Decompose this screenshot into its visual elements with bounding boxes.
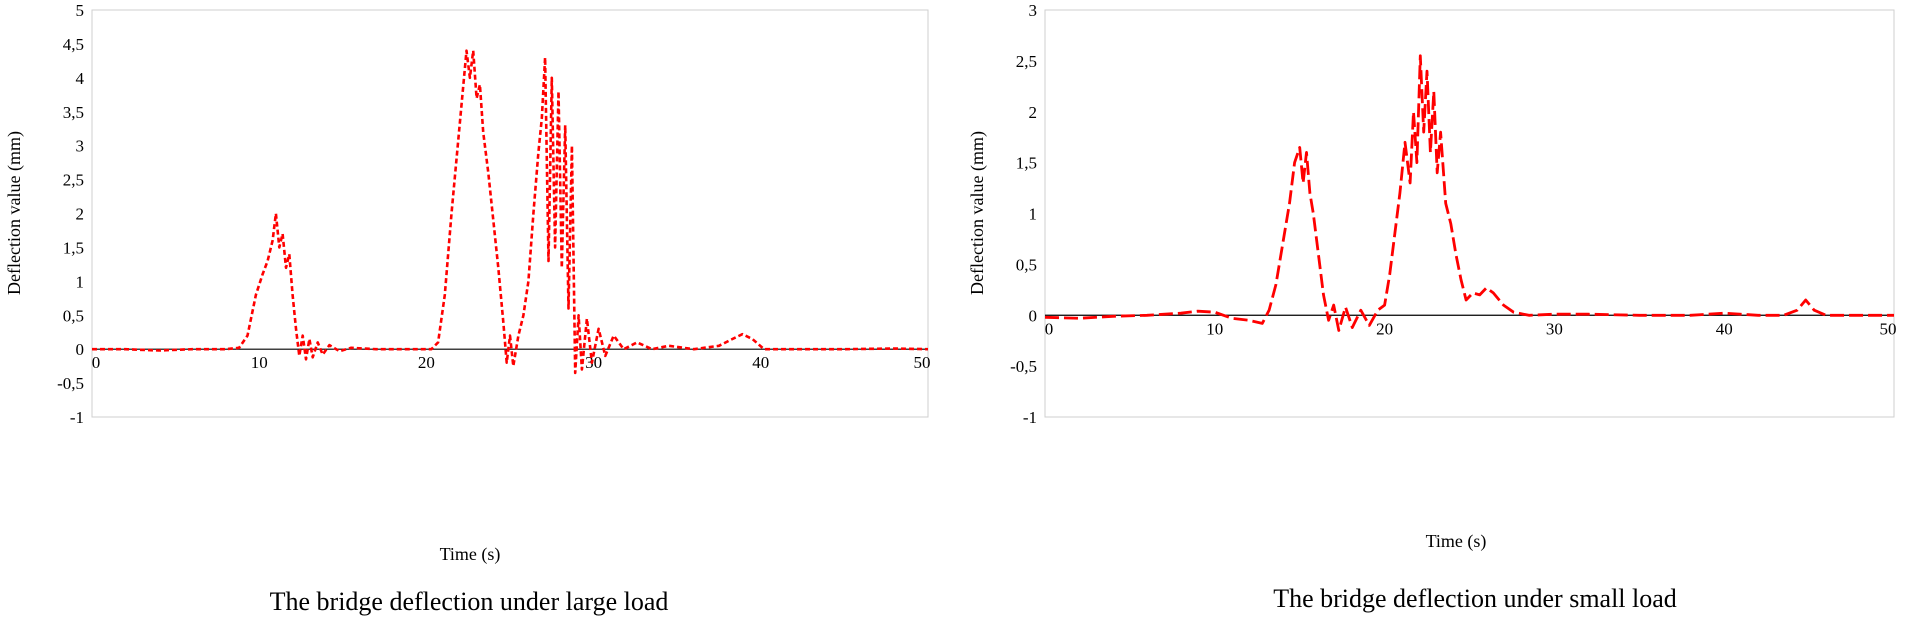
y-tick-label: 1,5 <box>1016 154 1037 173</box>
x-tick-label: 0 <box>1045 319 1054 338</box>
plot-area-frame <box>1044 9 1895 418</box>
y-tick-label: 1 <box>76 272 85 291</box>
y-tick-label: -1 <box>1023 408 1037 427</box>
x-tick-label: 40 <box>752 353 769 372</box>
y-tick-label: 3 <box>1029 1 1038 20</box>
y-tick-label: 3,5 <box>63 103 84 122</box>
x-tick-labels: 0 10 20 30 40 50 <box>92 353 931 372</box>
y-tick-label: -1 <box>70 408 84 427</box>
y-axis-title: Deflection value (mm) <box>967 131 988 295</box>
y-tick-label: 5 <box>76 1 85 20</box>
x-tick-label: 10 <box>1206 319 1223 338</box>
x-tick-label: 20 <box>418 353 435 372</box>
y-tick-label: 0 <box>76 340 85 359</box>
y-axis-title: Deflection value (mm) <box>4 131 25 295</box>
x-axis-title: Time (s) <box>1426 531 1487 552</box>
y-tick-label: 4 <box>76 69 85 88</box>
y-tick-labels: -1 -0,5 0 0,5 1 1,5 2 2,5 3 <box>1010 1 1037 427</box>
chart-large-load: -1-0,500,511,522,533,544,55 0 10 20 30 40 50 … <box>4 1 931 616</box>
y-tick-label: 1 <box>1029 205 1038 224</box>
y-tick-label: 0,5 <box>63 306 84 325</box>
y-tick-labels: -1 -0,5 0 0,5 1 1,5 2 2,5 3 3,5 4 4,5 5 <box>57 1 84 427</box>
y-tick-label: 3 <box>76 137 85 156</box>
x-tick-label: 30 <box>585 353 602 372</box>
y-tick-label: 4,5 <box>63 35 84 54</box>
x-tick-label: 50 <box>1880 319 1897 338</box>
y-tick-label: 0 <box>1029 306 1038 325</box>
series-line-large-load <box>92 49 929 375</box>
y-tick-label: -0,5 <box>1010 357 1037 376</box>
series-line-small-load <box>1044 54 1894 332</box>
chart-caption: The bridge deflection under large load <box>270 587 669 616</box>
chart-small-load: -1 -0,5 0 0,5 1 1,5 2 2,5 3 0 10 20 30 40 50 Deflecti… <box>967 1 1897 613</box>
y-tick-label: 2,5 <box>1016 52 1037 71</box>
y-tick-label: 0,5 <box>1016 255 1037 274</box>
x-tick-label: 40 <box>1716 319 1733 338</box>
x-tick-label: 50 <box>914 353 931 372</box>
chart-caption: The bridge deflection under small load <box>1273 584 1677 613</box>
y-tick-label: 2 <box>1029 103 1038 122</box>
x-tick-label: 30 <box>1546 319 1563 338</box>
y-tick-label: 2 <box>76 205 85 224</box>
y-tick-label: -0,5 <box>57 374 84 393</box>
x-tick-label: 0 <box>92 353 101 372</box>
plot-area-frame <box>91 9 929 418</box>
x-tick-labels: 0 10 20 30 40 50 <box>1045 319 1897 338</box>
y-tick-label: 1,5 <box>63 238 84 257</box>
x-tick-label: 10 <box>251 353 268 372</box>
x-tick-label: 20 <box>1376 319 1393 338</box>
x-axis-title: Time (s) <box>440 544 501 565</box>
y-tick-label: 2,5 <box>63 171 84 190</box>
